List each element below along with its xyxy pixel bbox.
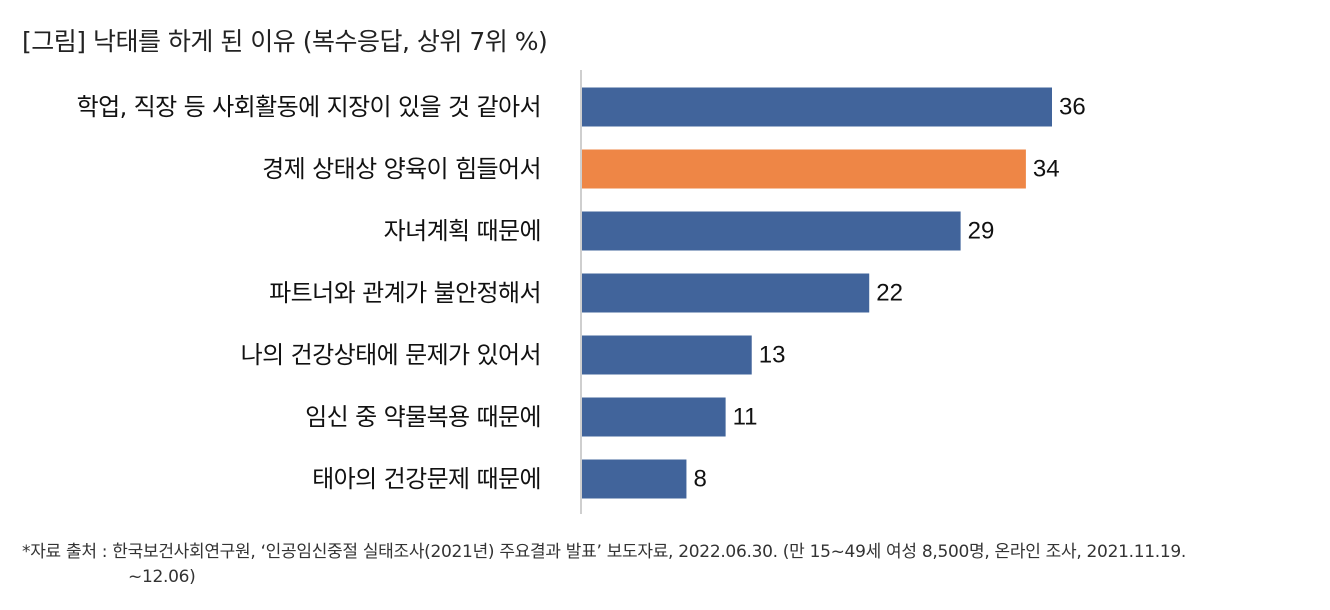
category-label-4: 파트너와 관계가 불안정해서 <box>269 279 541 307</box>
value-labels: 36 34 29 22 13 11 8 <box>693 94 1085 493</box>
chart-title: [그림] 낙태를 하게 된 이유 (복수응답, 상위 7위 %) <box>22 27 548 56</box>
category-label-6: 임신 중 약물복용 때문에 <box>305 403 541 431</box>
bar-1 <box>582 87 1052 127</box>
value-label-4: 22 <box>876 280 903 307</box>
bar-6 <box>582 397 726 437</box>
source-line-2: ~12.06) <box>128 567 196 587</box>
value-label-2: 34 <box>1033 156 1060 183</box>
category-label-1: 학업, 직장 등 사회활동에 지장이 있을 것 같아서 <box>77 93 541 121</box>
category-label-7: 태아의 건강문제 때문에 <box>312 465 541 493</box>
bar-3 <box>582 211 961 251</box>
category-label-2: 경제 상태상 양육이 힘들어서 <box>262 155 541 183</box>
bar-4 <box>582 273 870 313</box>
source-note: *자료 출처 : 한국보건사회연구원, ‘인공임신중절 실태조사(2021년) … <box>22 540 1322 590</box>
bar-2 <box>582 149 1026 189</box>
bar-7 <box>582 459 687 499</box>
value-label-7: 8 <box>693 466 706 493</box>
value-label-3: 29 <box>968 218 995 245</box>
bar-5 <box>582 335 752 375</box>
value-label-5: 13 <box>759 342 786 369</box>
value-label-6: 11 <box>733 404 758 431</box>
source-line-1: *자료 출처 : 한국보건사회연구원, ‘인공임신중절 실태조사(2021년) … <box>22 542 1186 562</box>
category-label-3: 자녀계획 때문에 <box>384 217 541 245</box>
value-label-1: 36 <box>1059 94 1086 121</box>
bars-group <box>582 87 1052 499</box>
category-label-5: 나의 건강상태에 문제가 있어서 <box>241 341 541 369</box>
